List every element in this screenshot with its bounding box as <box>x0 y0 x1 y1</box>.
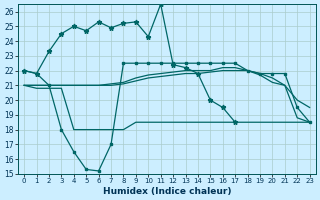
X-axis label: Humidex (Indice chaleur): Humidex (Indice chaleur) <box>103 187 231 196</box>
